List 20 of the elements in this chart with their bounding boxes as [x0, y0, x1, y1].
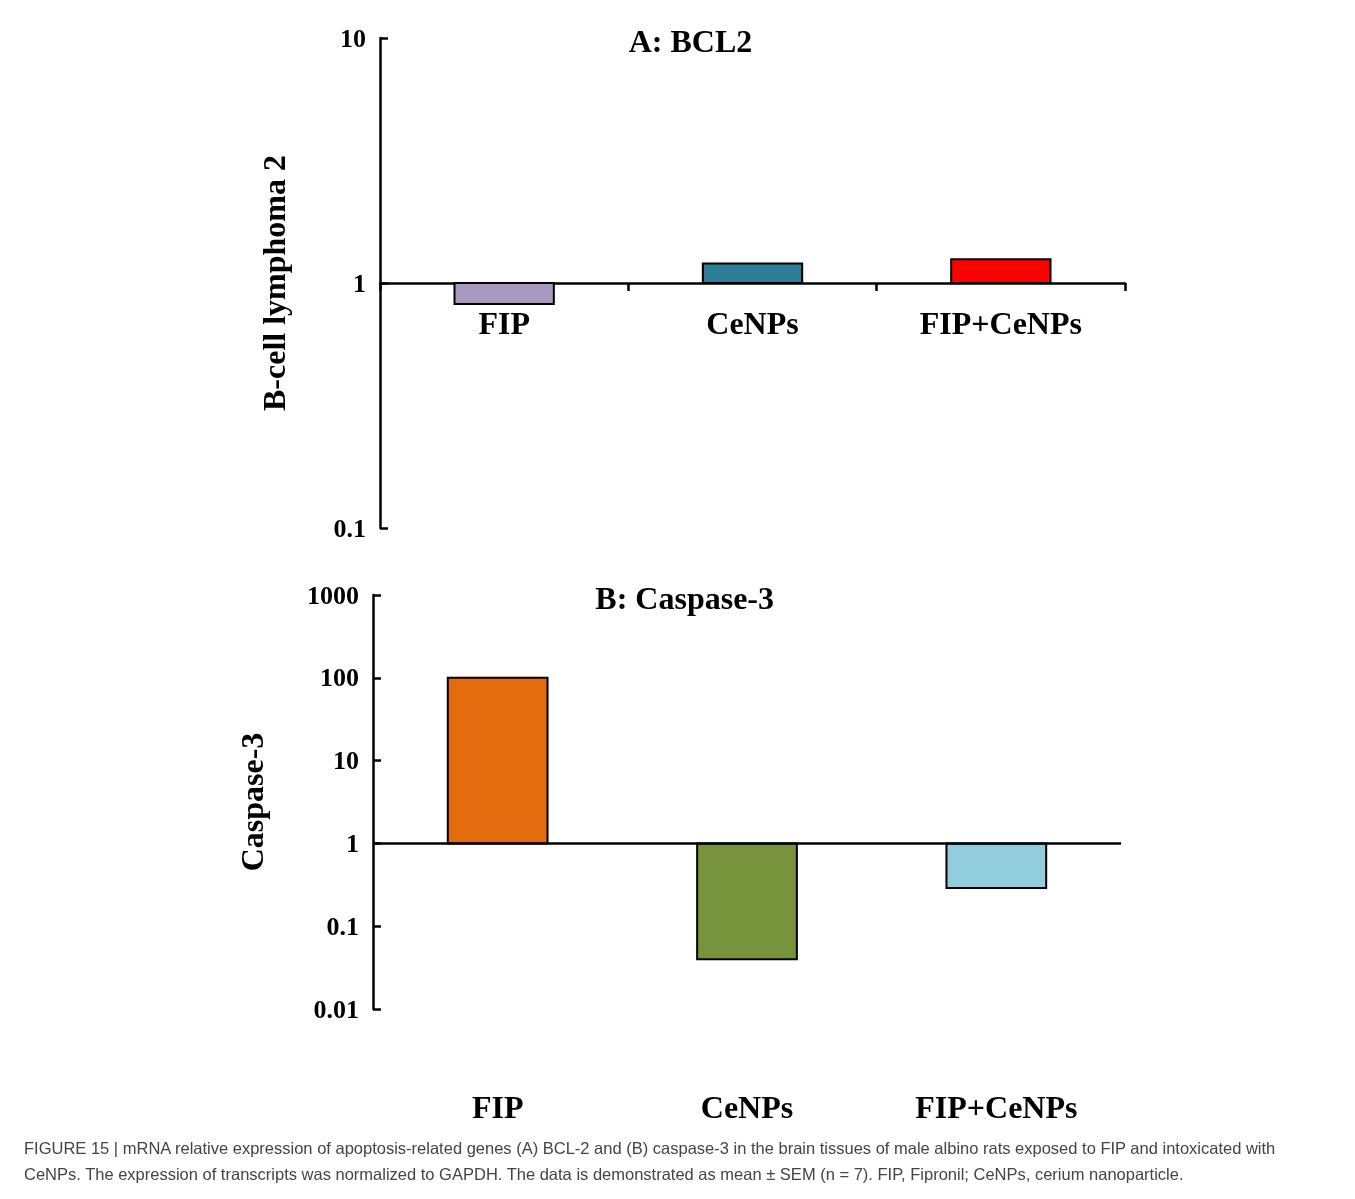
y-tick-label: 0.01	[313, 994, 359, 1024]
y-tick-label: 10	[340, 23, 366, 53]
x-tick-label: FIP	[478, 305, 530, 341]
y-tick-label: 10	[333, 746, 359, 776]
y-tick-label: 1000	[307, 580, 359, 610]
caption: FIGURE 15 | mRNA relative expression of apoptosis-related genes (A) BCL-2 and (B) caspase-3 in the brain tissues of male albino rats exposed to FIP and intoxicated with CeNPs. The expression of transcripts was normalized to GAPDH. The data is demonstrated as mean ± SEM (n = 7). FIP, Fipronil; CeNPs, cerium nanoparticle.	[24, 1139, 1276, 1183]
x-tick-label: FIP+CeNPs	[919, 305, 1082, 341]
y-tick-label: 1	[346, 828, 359, 858]
y-tick-label: 0.1	[333, 513, 366, 543]
y-tick-label: 0.1	[326, 911, 359, 941]
y-tick-label: 1	[353, 268, 366, 298]
x-tick-label: CeNPs	[706, 305, 799, 341]
y-axis-title: Caspase-3	[234, 732, 270, 872]
x-tick-label: CeNPs	[700, 1089, 794, 1125]
x-tick-label: FIP	[471, 1089, 524, 1125]
chart-title: B: Caspase-3	[595, 580, 775, 616]
chart-title: A: BCL2	[628, 23, 753, 59]
x-tick-label: FIP+CeNPs	[915, 1089, 1078, 1125]
y-axis-title: B-cell lymphoma 2	[256, 155, 292, 411]
y-tick-label: 100	[320, 663, 359, 693]
